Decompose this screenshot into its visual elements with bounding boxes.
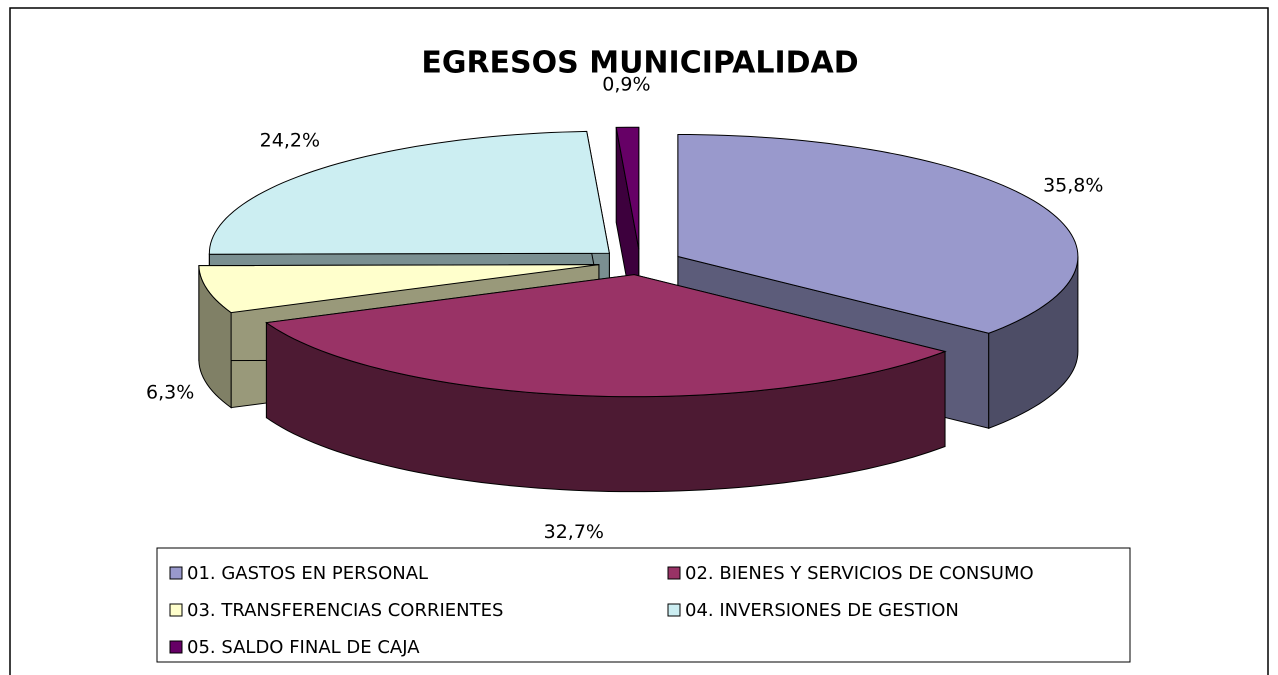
legend-label: 05. SALDO FINAL DE CAJA	[187, 637, 420, 658]
legend-swatch	[169, 603, 183, 617]
slice-top	[198, 264, 599, 314]
legend-swatch	[667, 603, 681, 617]
legend-swatch	[169, 566, 183, 580]
slice-top	[265, 274, 947, 398]
legend-entries: 01. GASTOS EN PERSONAL 02. BIENES Y SERVI…	[169, 563, 1034, 658]
legend-label: 04. INVERSIONES DE GESTION	[685, 600, 959, 621]
slice	[265, 274, 947, 493]
legend-swatch	[169, 640, 183, 654]
slice-top	[677, 133, 1079, 334]
legend-label: 01. GASTOS EN PERSONAL	[187, 563, 428, 584]
pie: 35,8% 32,7% 6,3% 24,2% 0,9%	[146, 74, 1103, 543]
chart-title: EGRESOS MUNICIPALIDAD	[421, 46, 858, 81]
data-label: 6,3%	[146, 382, 194, 404]
legend-label: 03. TRANSFERENCIAS CORRIENTES	[187, 600, 503, 621]
legend-swatch	[667, 566, 681, 580]
legend-label: 02. BIENES Y SERVICIOS DE CONSUMO	[685, 563, 1034, 584]
slice-top	[615, 126, 640, 250]
data-label: 0,9%	[602, 74, 650, 96]
legend	[156, 547, 1131, 663]
slice-top	[208, 130, 610, 255]
data-label: 32,7%	[544, 521, 604, 543]
data-label: 24,2%	[260, 129, 320, 151]
data-label: 35,8%	[1043, 174, 1103, 196]
